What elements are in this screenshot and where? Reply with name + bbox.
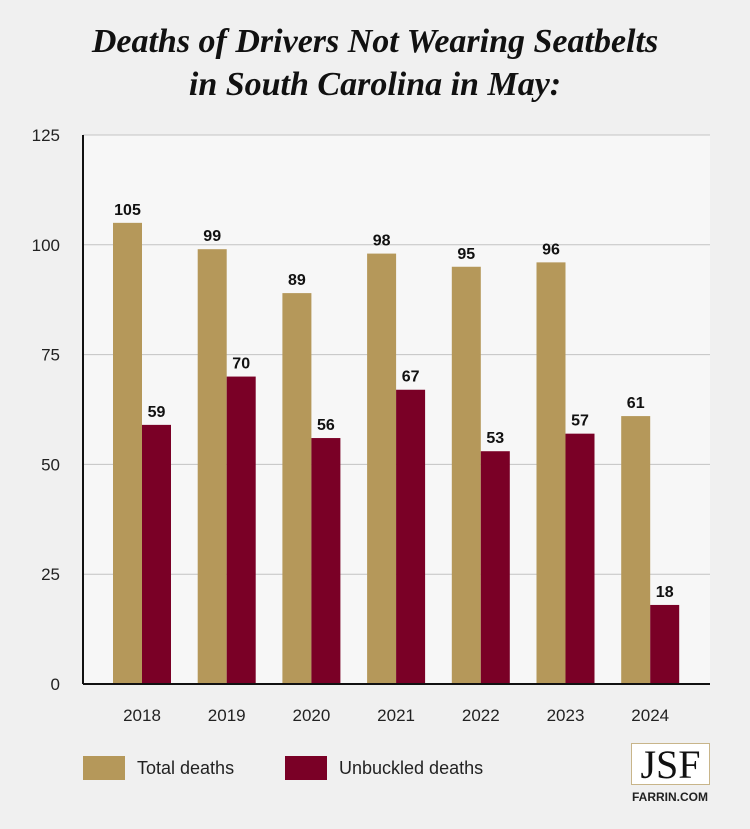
bar-unbuckled	[396, 389, 426, 684]
data-label: 70	[232, 356, 250, 373]
data-label: 67	[402, 369, 420, 386]
bar-unbuckled	[565, 433, 595, 684]
bar-total	[282, 293, 312, 684]
logo-site: FARRIN.COM	[632, 790, 708, 804]
legend-item-unbuckled: Unbuckled deaths	[285, 756, 483, 780]
data-label: 18	[656, 584, 674, 601]
legend-item-total: Total deaths	[83, 756, 234, 780]
legend-label-total: Total deaths	[137, 757, 235, 778]
bar-total	[367, 253, 397, 685]
y-tick-label: 100	[32, 236, 60, 255]
chart-title-line1: Deaths of Drivers Not Wearing Seatbelts	[91, 23, 659, 60]
bar-chart: 0 25 50 75 100 125 105 59 2018 99 70 2019 89 56 2020 98…	[32, 126, 710, 725]
x-tick-label: 2019	[208, 706, 246, 725]
data-label: 89	[288, 272, 306, 289]
data-label: 57	[571, 413, 589, 430]
data-label: 99	[203, 228, 221, 245]
data-label: 98	[373, 233, 391, 250]
data-label: 61	[627, 395, 645, 412]
x-tick-label: 2023	[547, 706, 585, 725]
x-tick-label: 2018	[123, 706, 161, 725]
data-label: 95	[457, 246, 475, 263]
y-tick-label: 75	[41, 346, 60, 365]
bar-total	[451, 266, 481, 684]
bar-unbuckled	[650, 604, 680, 684]
bar-total	[197, 249, 227, 684]
bar-unbuckled	[311, 438, 341, 684]
jsf-logo: JSF	[631, 743, 710, 786]
bar-unbuckled	[226, 376, 256, 684]
chart-title-line2: in South Carolina in May:	[188, 66, 562, 103]
legend-label-unbuckled: Unbuckled deaths	[339, 757, 484, 778]
x-tick-label: 2021	[377, 706, 415, 725]
x-tick-label: 2020	[292, 706, 330, 725]
data-label: 105	[114, 202, 141, 219]
y-tick-label: 25	[41, 565, 60, 584]
legend-swatch-total	[83, 756, 125, 780]
x-tick-label: 2022	[462, 706, 500, 725]
bar-total	[536, 262, 566, 684]
bar-total	[621, 416, 651, 684]
bar-total	[113, 222, 142, 684]
bar-unbuckled	[480, 451, 510, 684]
y-tick-label: 125	[32, 126, 60, 145]
data-label: 59	[148, 404, 166, 421]
legend-swatch-unbuckled	[285, 756, 327, 780]
y-tick-label: 50	[41, 455, 60, 474]
data-label: 53	[486, 430, 504, 447]
y-tick-label: 0	[51, 675, 60, 694]
bar-unbuckled	[142, 424, 171, 684]
data-label: 56	[317, 417, 335, 434]
data-label: 96	[542, 241, 560, 258]
x-tick-label: 2024	[631, 706, 669, 725]
